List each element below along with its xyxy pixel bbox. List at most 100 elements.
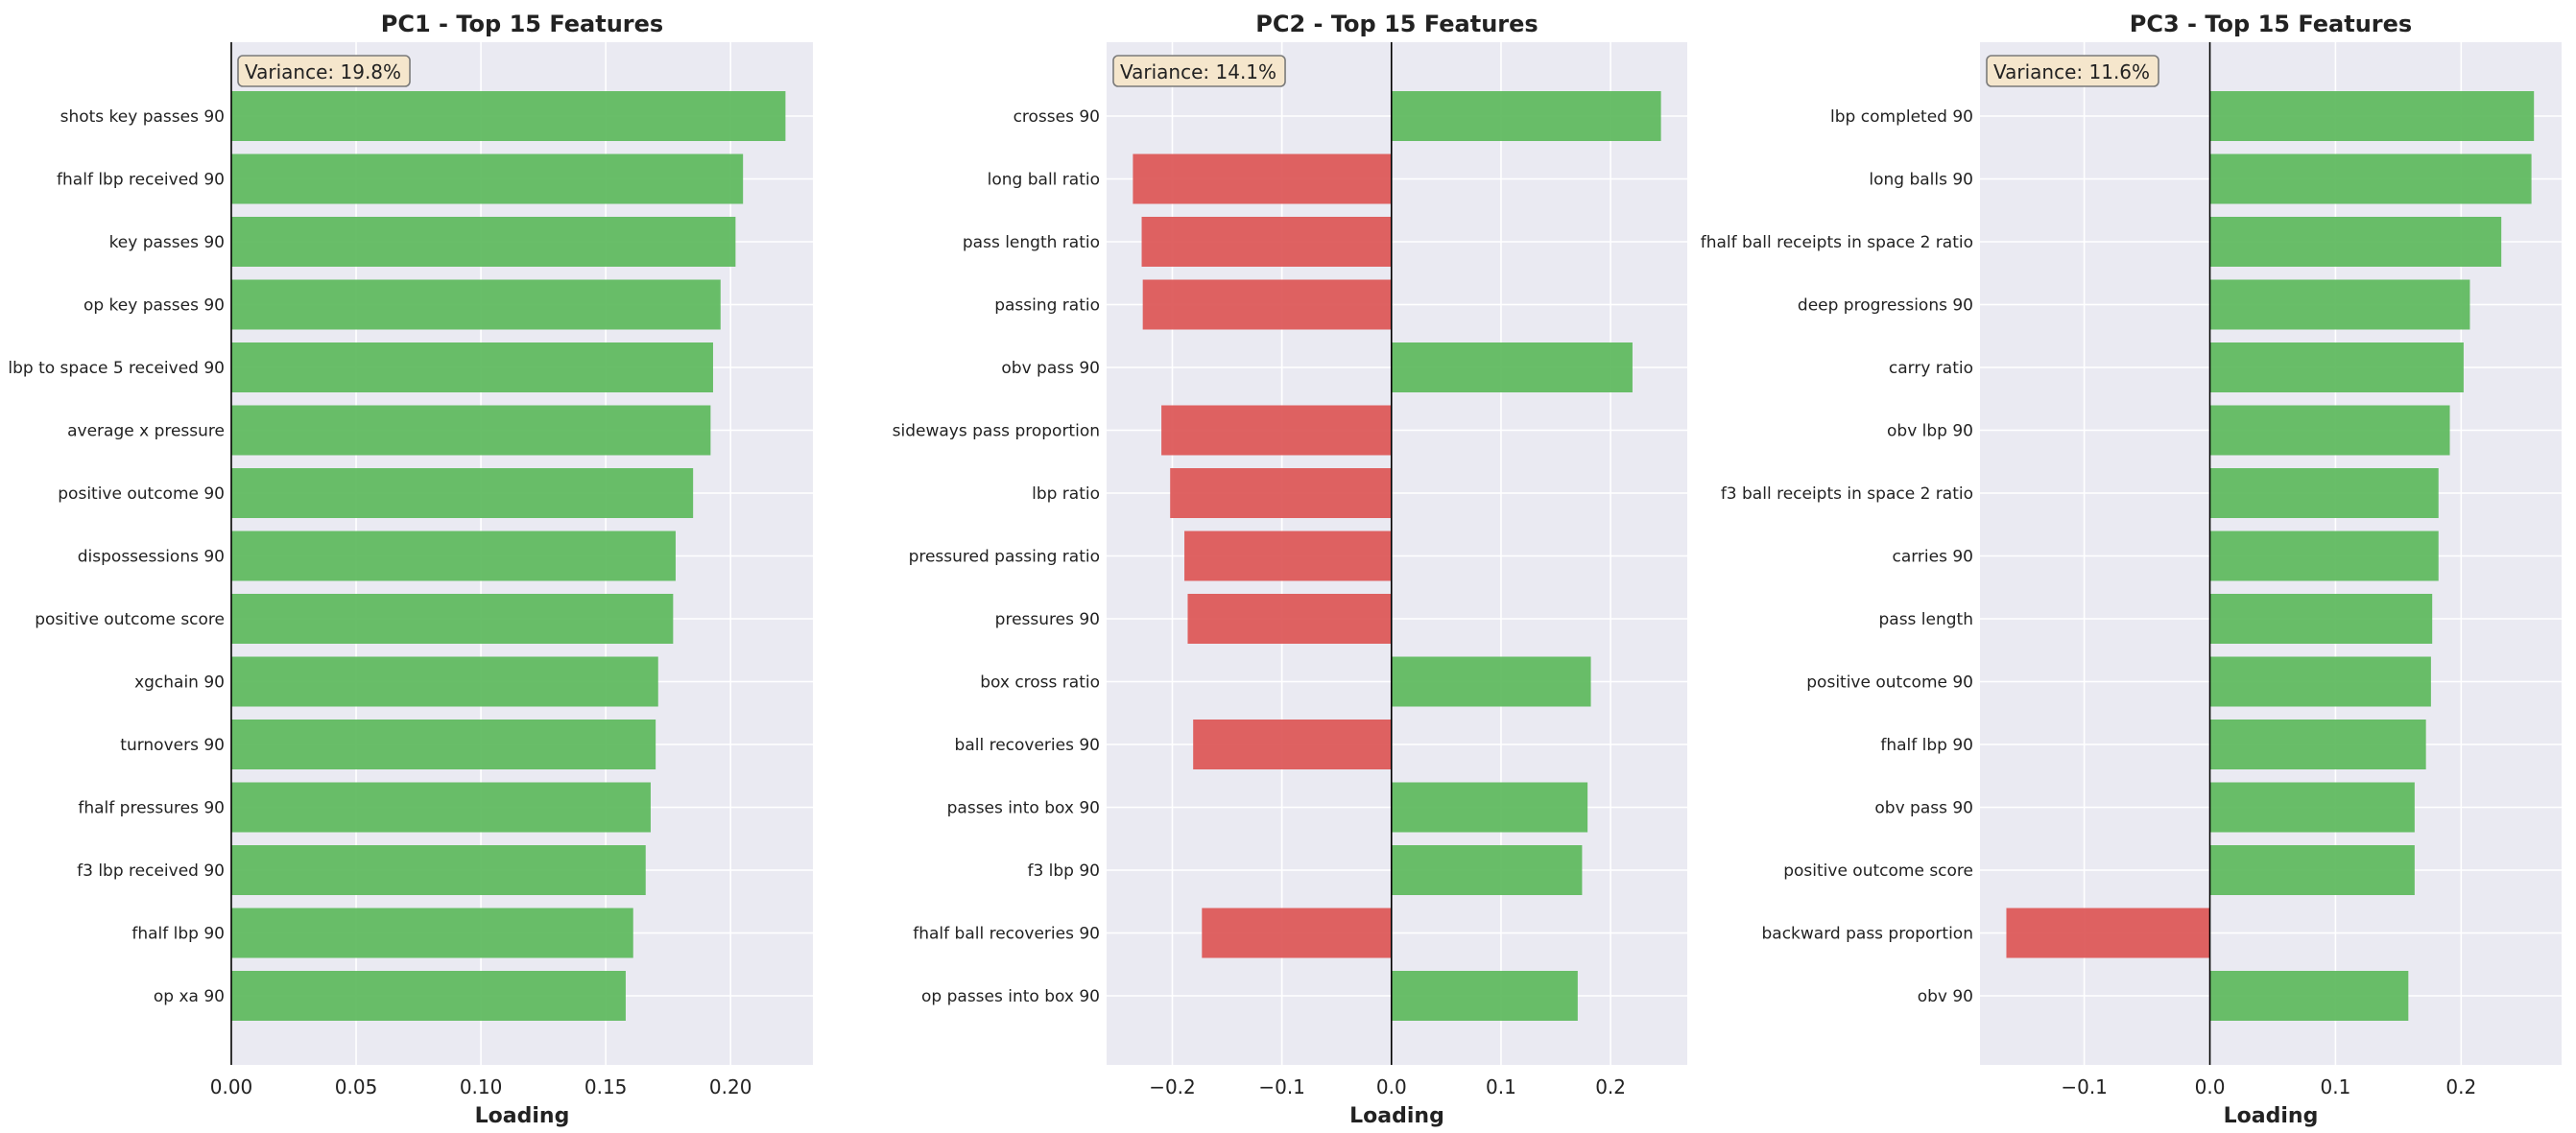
bar-13: [1391, 845, 1583, 895]
y-tick-label: obv pass 90: [1001, 359, 1100, 378]
y-tick-label: positive outcome 90: [58, 484, 225, 504]
bar-13: [2209, 845, 2415, 895]
y-tick-label: fhalf lbp received 90: [57, 171, 225, 190]
y-tick-label: box cross ratio: [980, 673, 1100, 693]
bar-10: [231, 656, 658, 707]
bar-10: [1391, 656, 1591, 707]
bar-12: [231, 782, 651, 833]
y-tick-label: crosses 90: [1014, 107, 1100, 127]
x-axis-label: Loading: [2224, 1104, 2319, 1128]
y-tick-label: obv pass 90: [1874, 799, 1973, 818]
y-tick-label: lbp to space 5 received 90: [8, 359, 225, 378]
y-tick-label: fhalf lbp 90: [1880, 736, 1973, 755]
y-tick-label: obv lbp 90: [1887, 422, 1973, 441]
chart-title: PC1 - Top 15 Features: [381, 11, 663, 37]
y-tick-label: carry ratio: [1889, 359, 1973, 378]
y-tick-label: fhalf pressures 90: [78, 799, 225, 818]
bar-14: [2006, 908, 2210, 958]
y-tick-label: op xa 90: [154, 987, 225, 1006]
y-tick-label: positive outcome score: [35, 610, 225, 629]
chart-title: PC2 - Top 15 Features: [1255, 11, 1538, 37]
annotation-text: Variance: 14.1%: [1120, 60, 1276, 83]
x-tick-label: 0.1: [2320, 1075, 2350, 1098]
bar-4: [1142, 279, 1392, 330]
bar-6: [1161, 405, 1392, 456]
x-tick-label: −0.2: [1149, 1075, 1196, 1098]
bar-1: [231, 91, 786, 141]
bar-7: [2209, 468, 2439, 518]
y-tick-label: long ball ratio: [988, 171, 1100, 190]
y-tick-label: xgchain 90: [134, 673, 225, 693]
x-tick-label: 0.20: [709, 1075, 752, 1098]
chart-title: PC3 - Top 15 Features: [2130, 11, 2412, 37]
y-tick-label: op passes into box 90: [921, 987, 1100, 1006]
x-tick-label: 0.0: [2195, 1075, 2226, 1098]
x-axis-label: Loading: [1349, 1104, 1444, 1128]
bar-12: [1391, 782, 1588, 833]
y-tick-label: sideways pass proportion: [893, 422, 1100, 441]
y-tick-label: f3 ball receipts in space 2 ratio: [1721, 484, 1973, 504]
y-tick-label: pressures 90: [995, 610, 1100, 629]
y-tick-label: passes into box 90: [947, 799, 1100, 818]
y-tick-label: pass length: [1878, 610, 1973, 629]
bar-15: [231, 971, 626, 1021]
y-tick-label: deep progressions 90: [1798, 296, 1973, 316]
x-tick-label: −0.1: [2061, 1075, 2108, 1098]
bar-11: [2209, 720, 2426, 769]
x-axis-label: Loading: [475, 1104, 570, 1128]
y-tick-label: f3 lbp 90: [1027, 862, 1100, 881]
bar-14: [1202, 908, 1392, 958]
bar-3: [1141, 217, 1392, 267]
x-tick-label: 0.10: [460, 1075, 503, 1098]
y-tick-label: lbp ratio: [1032, 484, 1100, 504]
annotation-box: [237, 55, 411, 87]
bar-12: [2209, 782, 2415, 833]
y-tick-label: positive outcome score: [1783, 862, 1973, 881]
bar-11: [231, 720, 656, 769]
chart-panel-1: shots key passes 90 fhalf lbp received 90…: [8, 11, 813, 1128]
bar-8: [2209, 531, 2439, 581]
bar-1: [1391, 91, 1661, 141]
y-tick-label: obv 90: [1918, 987, 1973, 1006]
bar-2: [231, 153, 744, 204]
annotation-box: [1112, 55, 1286, 87]
y-tick-label: pass length ratio: [963, 233, 1100, 252]
bar-11: [1193, 720, 1392, 769]
x-tick-label: −0.1: [1258, 1075, 1305, 1098]
y-tick-label: average x pressure: [67, 422, 225, 441]
bar-14: [231, 908, 633, 958]
bar-2: [2209, 153, 2532, 204]
y-tick-label: f3 lbp received 90: [77, 862, 225, 881]
y-tick-label: ball recoveries 90: [955, 736, 1100, 755]
bar-3: [2209, 217, 2502, 267]
bar-3: [231, 217, 736, 267]
bar-15: [2209, 971, 2409, 1021]
x-tick-label: 0.2: [1595, 1075, 1626, 1098]
bar-4: [2209, 279, 2470, 330]
y-tick-label: fhalf ball receipts in space 2 ratio: [1701, 233, 1973, 252]
y-tick-label: positive outcome 90: [1806, 673, 1973, 693]
x-tick-label: 0.2: [2445, 1075, 2476, 1098]
annotation-text: Variance: 11.6%: [1993, 60, 2150, 83]
chart-panel-2: crosses 90 long ball ratio pass length rat…: [893, 11, 1687, 1128]
chart-panel-3: lbp completed 90 long balls 90 fhalf ball …: [1701, 11, 2562, 1128]
y-tick-label: dispossessions 90: [78, 548, 225, 567]
x-tick-label: 0.0: [1376, 1075, 1407, 1098]
x-tick-label: 0.05: [335, 1075, 378, 1098]
bar-8: [1184, 531, 1392, 581]
bar-6: [2209, 405, 2450, 456]
x-tick-label: 0.00: [210, 1075, 253, 1098]
annotation-text: Variance: 19.8%: [245, 60, 401, 83]
bar-8: [231, 531, 676, 581]
bar-9: [1187, 594, 1392, 644]
variance-annotation: Variance: 19.8%: [237, 55, 411, 87]
bar-9: [2209, 594, 2433, 644]
bar-15: [1391, 971, 1578, 1021]
y-tick-label: turnovers 90: [120, 736, 225, 755]
bar-7: [231, 468, 694, 518]
x-tick-label: 0.15: [584, 1075, 628, 1098]
y-tick-label: fhalf lbp 90: [131, 925, 225, 944]
bar-1: [2209, 91, 2535, 141]
y-tick-label: backward pass proportion: [1762, 925, 1974, 944]
y-tick-label: passing ratio: [994, 296, 1100, 316]
